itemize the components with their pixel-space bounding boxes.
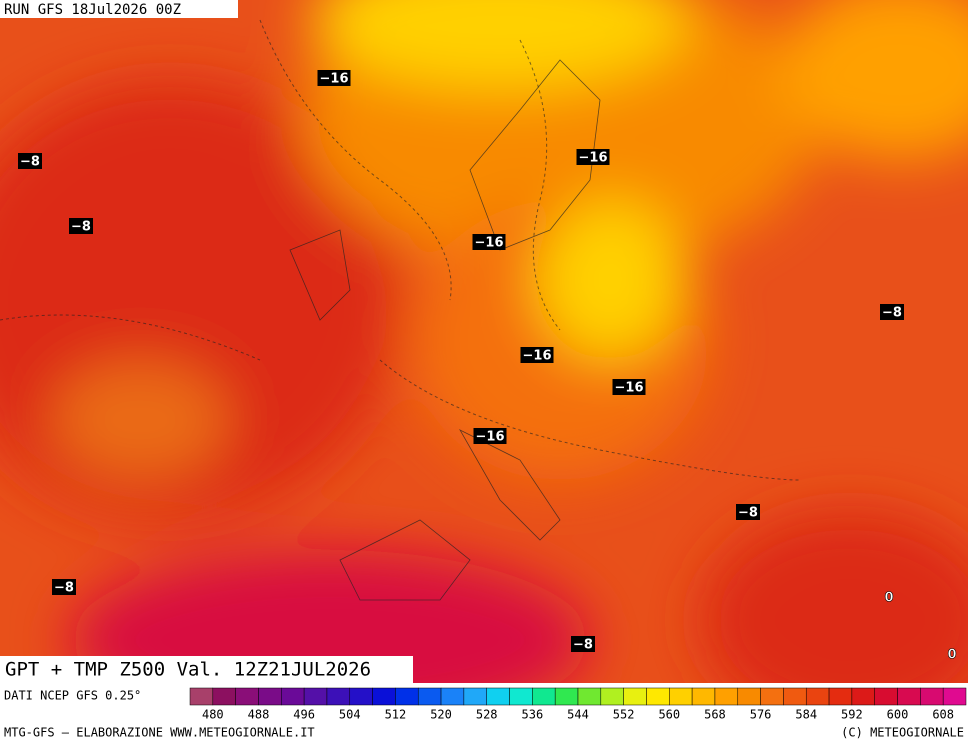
colorbar-label: 576: [750, 708, 772, 722]
colorbar-label: 488: [248, 708, 270, 722]
colorbar-swatch: [349, 687, 373, 706]
colorbar-swatch: [714, 687, 739, 706]
credit: MTG-GFS — ELABORAZIONE WWW.METEOGIORNALE…: [4, 726, 315, 740]
colorbar-swatch: [805, 687, 830, 706]
colorbar-swatch: [897, 687, 921, 706]
contour-label: −8: [54, 581, 74, 596]
colorbar-label: 584: [795, 708, 817, 722]
contour-label-box: [18, 153, 42, 169]
colorbar-label: 608: [932, 708, 954, 722]
contour-labels: −16 −8 −8 −16 −16 −8 −16 −16 −16 −8 −8 0 −8 0: [18, 70, 957, 663]
contour-label-box: [52, 579, 76, 595]
contour-label-box: [317, 70, 351, 86]
colorbar-label: 496: [293, 708, 315, 722]
colorbar-label: 600: [887, 708, 909, 722]
colorbar-swatch: [212, 687, 236, 706]
colorbar-swatch: [577, 687, 602, 706]
colorbar-label: 568: [704, 708, 726, 722]
colorbar-swatch: [942, 687, 967, 706]
contour-label-box: [69, 218, 93, 234]
colorbar-swatch: [258, 687, 282, 706]
colorbar-label: 536: [522, 708, 544, 722]
colorbar-swatch: [851, 687, 875, 706]
contour-label: −16: [320, 72, 349, 87]
contour-label: −8: [573, 638, 593, 653]
colorbar-swatch: [783, 687, 807, 706]
colorbar-swatch: [189, 687, 214, 706]
colorbar-swatch: [463, 687, 487, 706]
colorbar-label: 480: [202, 708, 224, 722]
title-box: [0, 656, 413, 684]
colorbar-swatch: [874, 687, 898, 706]
contour-label: −8: [71, 220, 91, 235]
copyright: (C) METEOGIORNALE: [841, 726, 964, 740]
colorbar-label: 504: [339, 708, 361, 722]
colorbar-swatch: [486, 687, 510, 706]
colorbar-label: 512: [385, 708, 407, 722]
colorbar-swatch: [372, 687, 396, 706]
run-label: RUN GFS 18Jul2026 00Z: [4, 2, 181, 18]
colorbar-swatch: [281, 687, 305, 706]
colorbar: 480 488 496 504 512 520 528 536 544 552 560 568 576 5…: [189, 687, 967, 722]
colorbar-label: 544: [567, 708, 589, 722]
colorbar-swatch: [669, 687, 693, 706]
contour-label: −16: [476, 430, 505, 445]
contour-label: −8: [738, 506, 758, 521]
colorbar-label: 528: [476, 708, 498, 722]
contour-label-box: [736, 504, 760, 520]
map-field: [0, 0, 968, 683]
colorbar-swatch: [326, 687, 351, 706]
colorbar-swatch: [417, 687, 442, 706]
contour-label-box: [880, 304, 904, 320]
contour-label-box: [473, 428, 507, 444]
colorbar-swatch: [532, 687, 556, 706]
contour-label: −16: [475, 236, 504, 251]
colorbar-swatch: [828, 687, 853, 706]
colorbar-swatch: [395, 687, 419, 706]
colorbar-swatch: [303, 687, 328, 706]
colorbar-swatch: [600, 687, 624, 706]
contour-label-box: [520, 347, 554, 363]
contour-label: −16: [523, 349, 552, 364]
contour-label-box: [576, 149, 610, 165]
colorbar-swatch: [920, 687, 944, 706]
contour-label-box: [472, 234, 506, 250]
data-source: DATI NCEP GFS 0.25°: [4, 689, 141, 703]
colorbar-swatch: [623, 687, 647, 706]
header-box: [0, 0, 238, 18]
contour-label: −16: [615, 381, 644, 396]
colorbar-swatch: [691, 687, 716, 706]
contour-label: −16: [579, 151, 608, 166]
colorbar-swatch: [737, 687, 761, 706]
colorbar-swatch: [235, 687, 259, 706]
contour-label-box: [612, 379, 646, 395]
colorbar-swatch: [554, 687, 579, 706]
contour-label: 0: [884, 591, 893, 606]
colorbar-label: 552: [613, 708, 635, 722]
colorbar-swatch: [509, 687, 533, 706]
colorbar-swatch: [760, 687, 784, 706]
contour-label: −8: [882, 306, 902, 321]
colorbar-swatch: [440, 687, 465, 706]
contour-label: 0: [947, 648, 956, 663]
colorbar-label: 592: [841, 708, 863, 722]
colorbar-swatch: [646, 687, 670, 706]
contour-label: −8: [20, 155, 40, 170]
colorbar-label: 520: [430, 708, 452, 722]
colorbar-label: 560: [658, 708, 680, 722]
contour-label-box: [571, 636, 595, 652]
map-title: GPT + TMP Z500 Val. 12Z21JUL2026: [5, 659, 371, 681]
